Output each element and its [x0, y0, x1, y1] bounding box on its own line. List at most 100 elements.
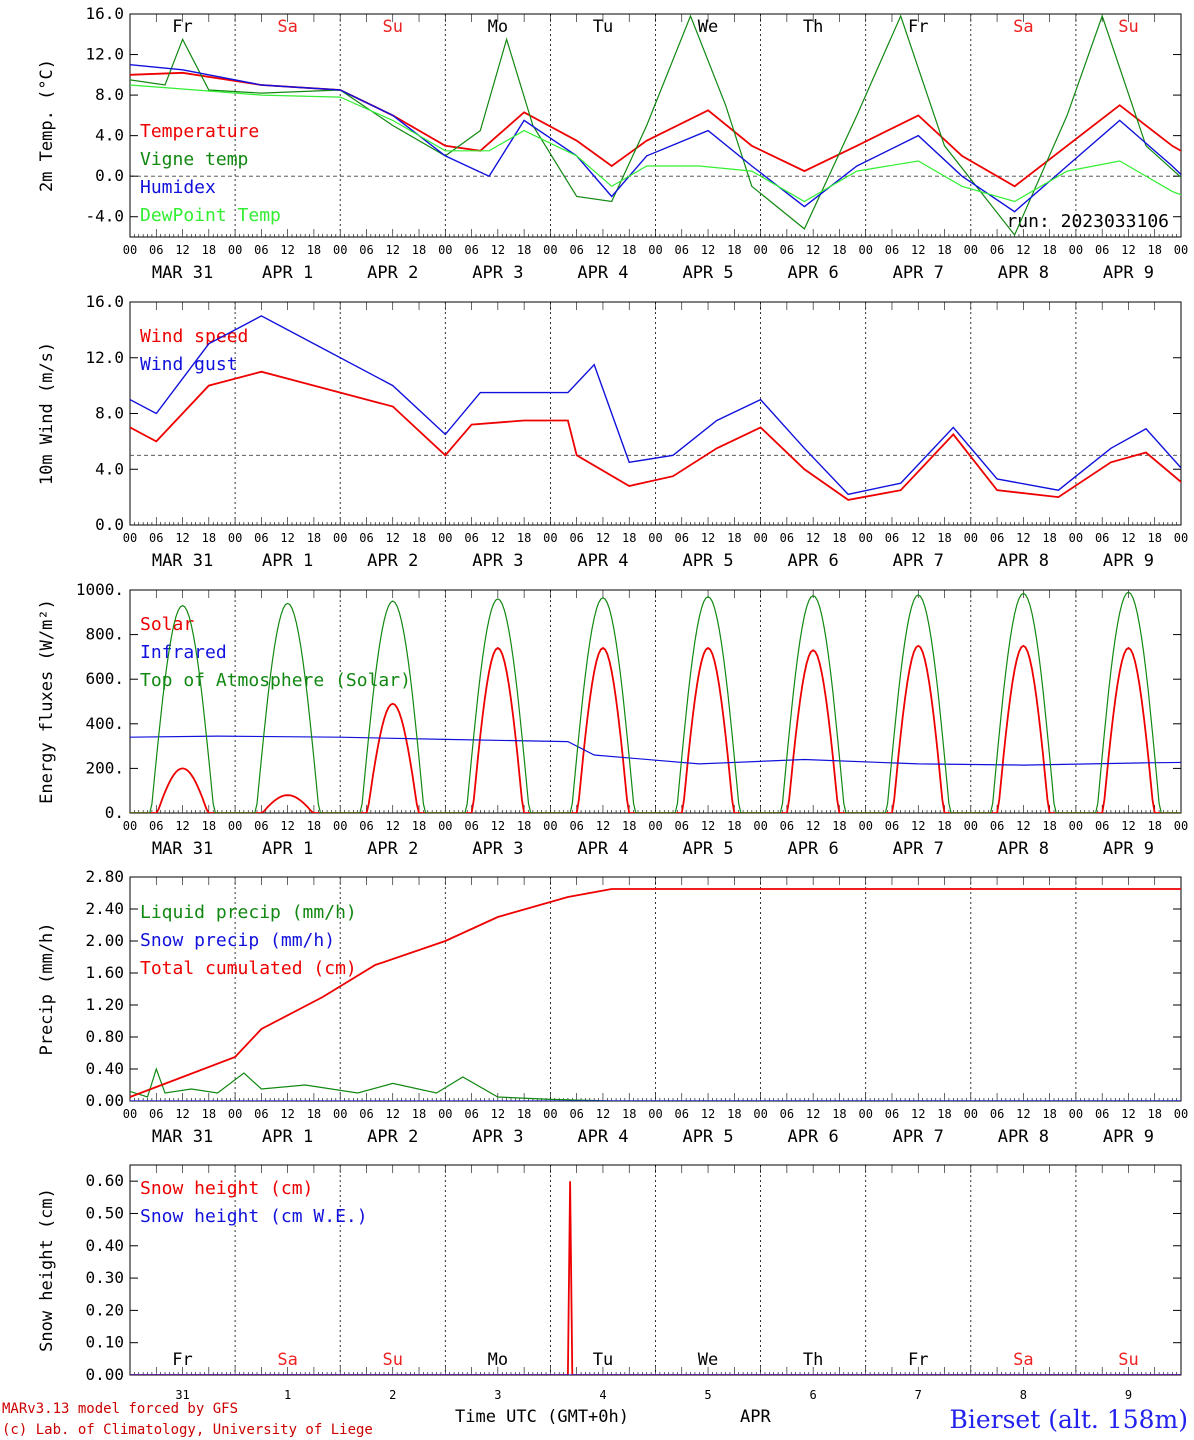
- x-hour-label: 00: [1069, 531, 1083, 545]
- x-hour-label: 06: [359, 243, 373, 257]
- day-name-label: Tu: [593, 1350, 613, 1370]
- x-date-label: APR 4: [577, 839, 628, 859]
- x-date-label: APR 6: [788, 551, 839, 571]
- x-date-label: APR 3: [472, 263, 523, 283]
- x-hour-label: 06: [1095, 1107, 1109, 1121]
- x-date-label: APR 2: [367, 1127, 418, 1147]
- x-hour-label: 00: [123, 819, 137, 833]
- x-hour-label: 00: [753, 819, 767, 833]
- legend-entry: Snow height (cm W.E.): [140, 1206, 368, 1227]
- y-tick-label: 12.0: [85, 348, 124, 367]
- x-hour-label: 12: [806, 243, 820, 257]
- x-hour-label: 00: [858, 531, 872, 545]
- x-hour-label: 06: [990, 531, 1004, 545]
- day-name-label: Sa: [1013, 17, 1033, 37]
- x-hour-label: 00: [858, 819, 872, 833]
- legend-entry: Solar: [140, 614, 194, 635]
- x-hour-label: 12: [701, 819, 715, 833]
- x-date-label: APR 7: [893, 551, 944, 571]
- lab-credit: (c) Lab. of Climatology, University of L…: [2, 1422, 373, 1438]
- x-hour-label: 00: [753, 1107, 767, 1121]
- y-tick-label: 0.80: [85, 1027, 124, 1046]
- series-line-temperature: [130, 71, 1181, 188]
- x-date-label: APR 4: [577, 263, 628, 283]
- x-date-label: APR 1: [262, 1127, 313, 1147]
- x-date-label: APR 9: [1103, 839, 1154, 859]
- x-day-number: 4: [599, 1388, 606, 1402]
- x-hour-label: 06: [359, 531, 373, 545]
- series-line-wind-gust: [130, 315, 1181, 496]
- x-hour-label: 06: [569, 819, 583, 833]
- day-name-label: Sa: [1013, 1350, 1033, 1370]
- x-hour-label: 06: [149, 819, 163, 833]
- x-hour-label: 06: [569, 531, 583, 545]
- series-line-vigne-temp: [130, 14, 1181, 237]
- x-hour-label: 00: [1174, 819, 1188, 833]
- y-tick-label: 0.40: [85, 1236, 124, 1255]
- x-hour-label: 12: [175, 531, 189, 545]
- x-hour-label: 12: [491, 819, 505, 833]
- x-hour-label: 12: [596, 819, 610, 833]
- x-hour-label: 18: [1147, 531, 1161, 545]
- x-hour-label: 00: [964, 819, 978, 833]
- legend-entry: DewPoint Temp: [140, 205, 281, 226]
- x-hour-label: 06: [885, 243, 899, 257]
- legend-entry: Vigne temp: [140, 149, 248, 170]
- y-tick-label: 400.: [85, 714, 124, 733]
- x-hour-label: 18: [937, 819, 951, 833]
- y-axis-label: Energy fluxes (W/m²): [37, 599, 57, 804]
- y-tick-label: 0.40: [85, 1059, 124, 1078]
- x-hour-label: 00: [964, 243, 978, 257]
- x-hour-label: 06: [780, 1107, 794, 1121]
- day-name-label: Fr: [908, 1350, 928, 1370]
- x-hour-label: 06: [780, 531, 794, 545]
- x-hour-label: 00: [1174, 243, 1188, 257]
- x-hour-label: 12: [491, 1107, 505, 1121]
- y-axis-label: Snow height (cm): [37, 1188, 57, 1352]
- x-hour-label: 18: [307, 1107, 321, 1121]
- x-day-number: 8: [1020, 1388, 1027, 1402]
- x-hour-label: 18: [202, 243, 216, 257]
- legend-entry: Infrared: [140, 642, 227, 663]
- x-date-label: APR 8: [998, 551, 1049, 571]
- x-day-number: 3: [494, 1388, 501, 1402]
- x-hour-label: 00: [753, 243, 767, 257]
- day-name-label: Sa: [277, 17, 297, 37]
- x-hour-label: 06: [254, 531, 268, 545]
- x-hour-label: 18: [727, 243, 741, 257]
- footer: MARv3.13 model forced by GFS (c) Lab. of…: [2, 1401, 1188, 1438]
- legend-entry: Total cumulated (cm): [140, 958, 357, 979]
- x-hour-label: 06: [990, 243, 1004, 257]
- x-date-label: APR 2: [367, 263, 418, 283]
- x-hour-label: 12: [1016, 243, 1030, 257]
- x-hour-label: 18: [1042, 819, 1056, 833]
- x-hour-label: 18: [1042, 1107, 1056, 1121]
- x-date-label: APR 3: [472, 551, 523, 571]
- x-hour-label: 12: [280, 243, 294, 257]
- x-hour-label: 12: [806, 531, 820, 545]
- y-tick-label: 0.60: [85, 1171, 124, 1190]
- x-hour-label: 00: [543, 243, 557, 257]
- y-tick-label: 0.10: [85, 1333, 124, 1352]
- x-hour-label: 06: [359, 819, 373, 833]
- x-hour-label: 00: [333, 819, 347, 833]
- panels-group: -4.00.04.08.012.016.000 06 12 18 00 06 12 18 00 0…: [37, 4, 1188, 1402]
- x-hour-label: 00: [648, 1107, 662, 1121]
- day-name-label: Su: [383, 1350, 403, 1370]
- x-hour-label: 00: [648, 819, 662, 833]
- x-date-label: APR 8: [998, 1127, 1049, 1147]
- x-hour-label: 00: [543, 531, 557, 545]
- x-hour-label: 06: [1095, 243, 1109, 257]
- x-hour-label: 12: [911, 819, 925, 833]
- x-hour-label: 18: [727, 1107, 741, 1121]
- x-hour-label: 12: [1121, 243, 1135, 257]
- series-line-snow-height-cm-: [130, 1181, 1181, 1375]
- x-hour-label: 18: [517, 819, 531, 833]
- x-hour-label: 12: [1121, 531, 1135, 545]
- x-hour-label: 00: [333, 531, 347, 545]
- y-tick-label: 2.00: [85, 931, 124, 950]
- y-tick-label: 0.20: [85, 1300, 124, 1319]
- x-date-label: APR 6: [788, 1127, 839, 1147]
- month-label: APR: [740, 1407, 771, 1427]
